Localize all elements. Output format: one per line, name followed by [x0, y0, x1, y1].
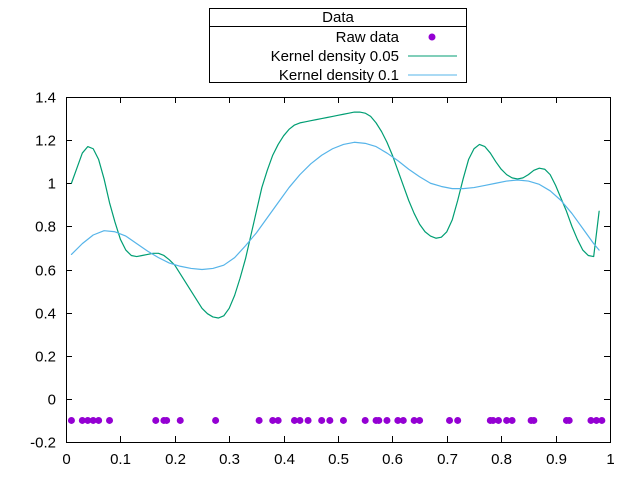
x-tick-label: 1	[606, 451, 614, 468]
data-point-raw-data	[530, 416, 538, 424]
data-point-raw-data	[163, 416, 171, 424]
data-point-raw-data	[565, 416, 573, 424]
y-tick-label: -0.2	[30, 435, 56, 452]
y-tick-label: 0.2	[35, 349, 56, 366]
data-point-raw-data	[410, 416, 418, 424]
data-point-raw-data	[106, 416, 114, 424]
data-point-raw-data	[176, 416, 184, 424]
series-line-kernel-density-0-1	[70, 141, 600, 271]
y-tick-label: 1.4	[35, 90, 56, 107]
y-tick-label: 0	[48, 392, 56, 409]
data-point-raw-data	[592, 416, 600, 424]
y-tick-label: 1.2	[35, 133, 56, 150]
data-point-raw-data	[95, 416, 103, 424]
y-tick-label: 0.8	[35, 219, 56, 236]
data-point-raw-data	[489, 416, 497, 424]
legend-label-kernel-density-01: Kernel density 0.1	[279, 67, 399, 84]
data-point-raw-data	[587, 416, 595, 424]
x-tick-label: 0.8	[491, 451, 512, 468]
data-point-raw-data	[274, 416, 282, 424]
x-tick-label: 0.9	[546, 451, 567, 468]
data-point-raw-data	[290, 416, 298, 424]
y-tick-label: 1	[48, 176, 56, 193]
legend-marker-raw-data	[428, 33, 436, 41]
data-point-raw-data	[304, 416, 312, 424]
data-point-raw-data	[84, 416, 92, 424]
data-point-raw-data	[89, 416, 97, 424]
x-tick-label: 0.2	[165, 451, 186, 468]
data-point-raw-data	[339, 416, 347, 424]
data-point-raw-data	[375, 416, 383, 424]
legend-title: Data	[322, 9, 354, 26]
x-tick-label: 0.4	[274, 451, 295, 468]
y-tick-label: 0.6	[35, 263, 56, 280]
data-point-raw-data	[78, 416, 86, 424]
data-point-raw-data	[508, 416, 516, 424]
legend-label-raw-data: Raw data	[336, 29, 400, 46]
data-point-raw-data	[326, 416, 334, 424]
y-tick-label: 0.4	[35, 306, 56, 323]
data-point-raw-data	[269, 416, 277, 424]
data-point-raw-data	[361, 416, 369, 424]
legend-label-kernel-density-005: Kernel density 0.05	[271, 48, 399, 65]
data-point-raw-data	[399, 416, 407, 424]
data-point-raw-data	[212, 416, 220, 424]
data-point-raw-data	[494, 416, 502, 424]
legend: Data Raw data Kernel density 0.05 Kernel…	[209, 8, 467, 84]
x-tick-label: 0.7	[437, 451, 458, 468]
series-line-kernel-density-0-05	[70, 111, 600, 319]
data-point-raw-data	[255, 416, 263, 424]
data-point-raw-data	[67, 416, 75, 424]
data-point-raw-data	[446, 416, 454, 424]
data-point-raw-data	[152, 416, 160, 424]
data-point-raw-data	[503, 416, 511, 424]
data-point-raw-data	[383, 416, 391, 424]
legend-box	[209, 8, 467, 83]
axes: 0 0.1 0.2 0.3 0.4 0.5 0.6 0.7 0.8 0.9 1 -0.2 0 0.2 0.4…	[30, 90, 615, 469]
x-tick-label: 0.1	[110, 451, 131, 468]
data-point-raw-data	[454, 416, 462, 424]
x-tick-label: 0	[62, 451, 70, 468]
plot-area	[67, 111, 606, 424]
data-point-raw-data	[318, 416, 326, 424]
x-tick-label: 0.6	[382, 451, 403, 468]
data-point-raw-data	[296, 416, 304, 424]
x-tick-label: 0.3	[219, 451, 240, 468]
data-point-raw-data	[416, 416, 424, 424]
x-tick-label: 0.5	[328, 451, 349, 468]
data-point-raw-data	[394, 416, 402, 424]
data-point-raw-data	[598, 416, 606, 424]
